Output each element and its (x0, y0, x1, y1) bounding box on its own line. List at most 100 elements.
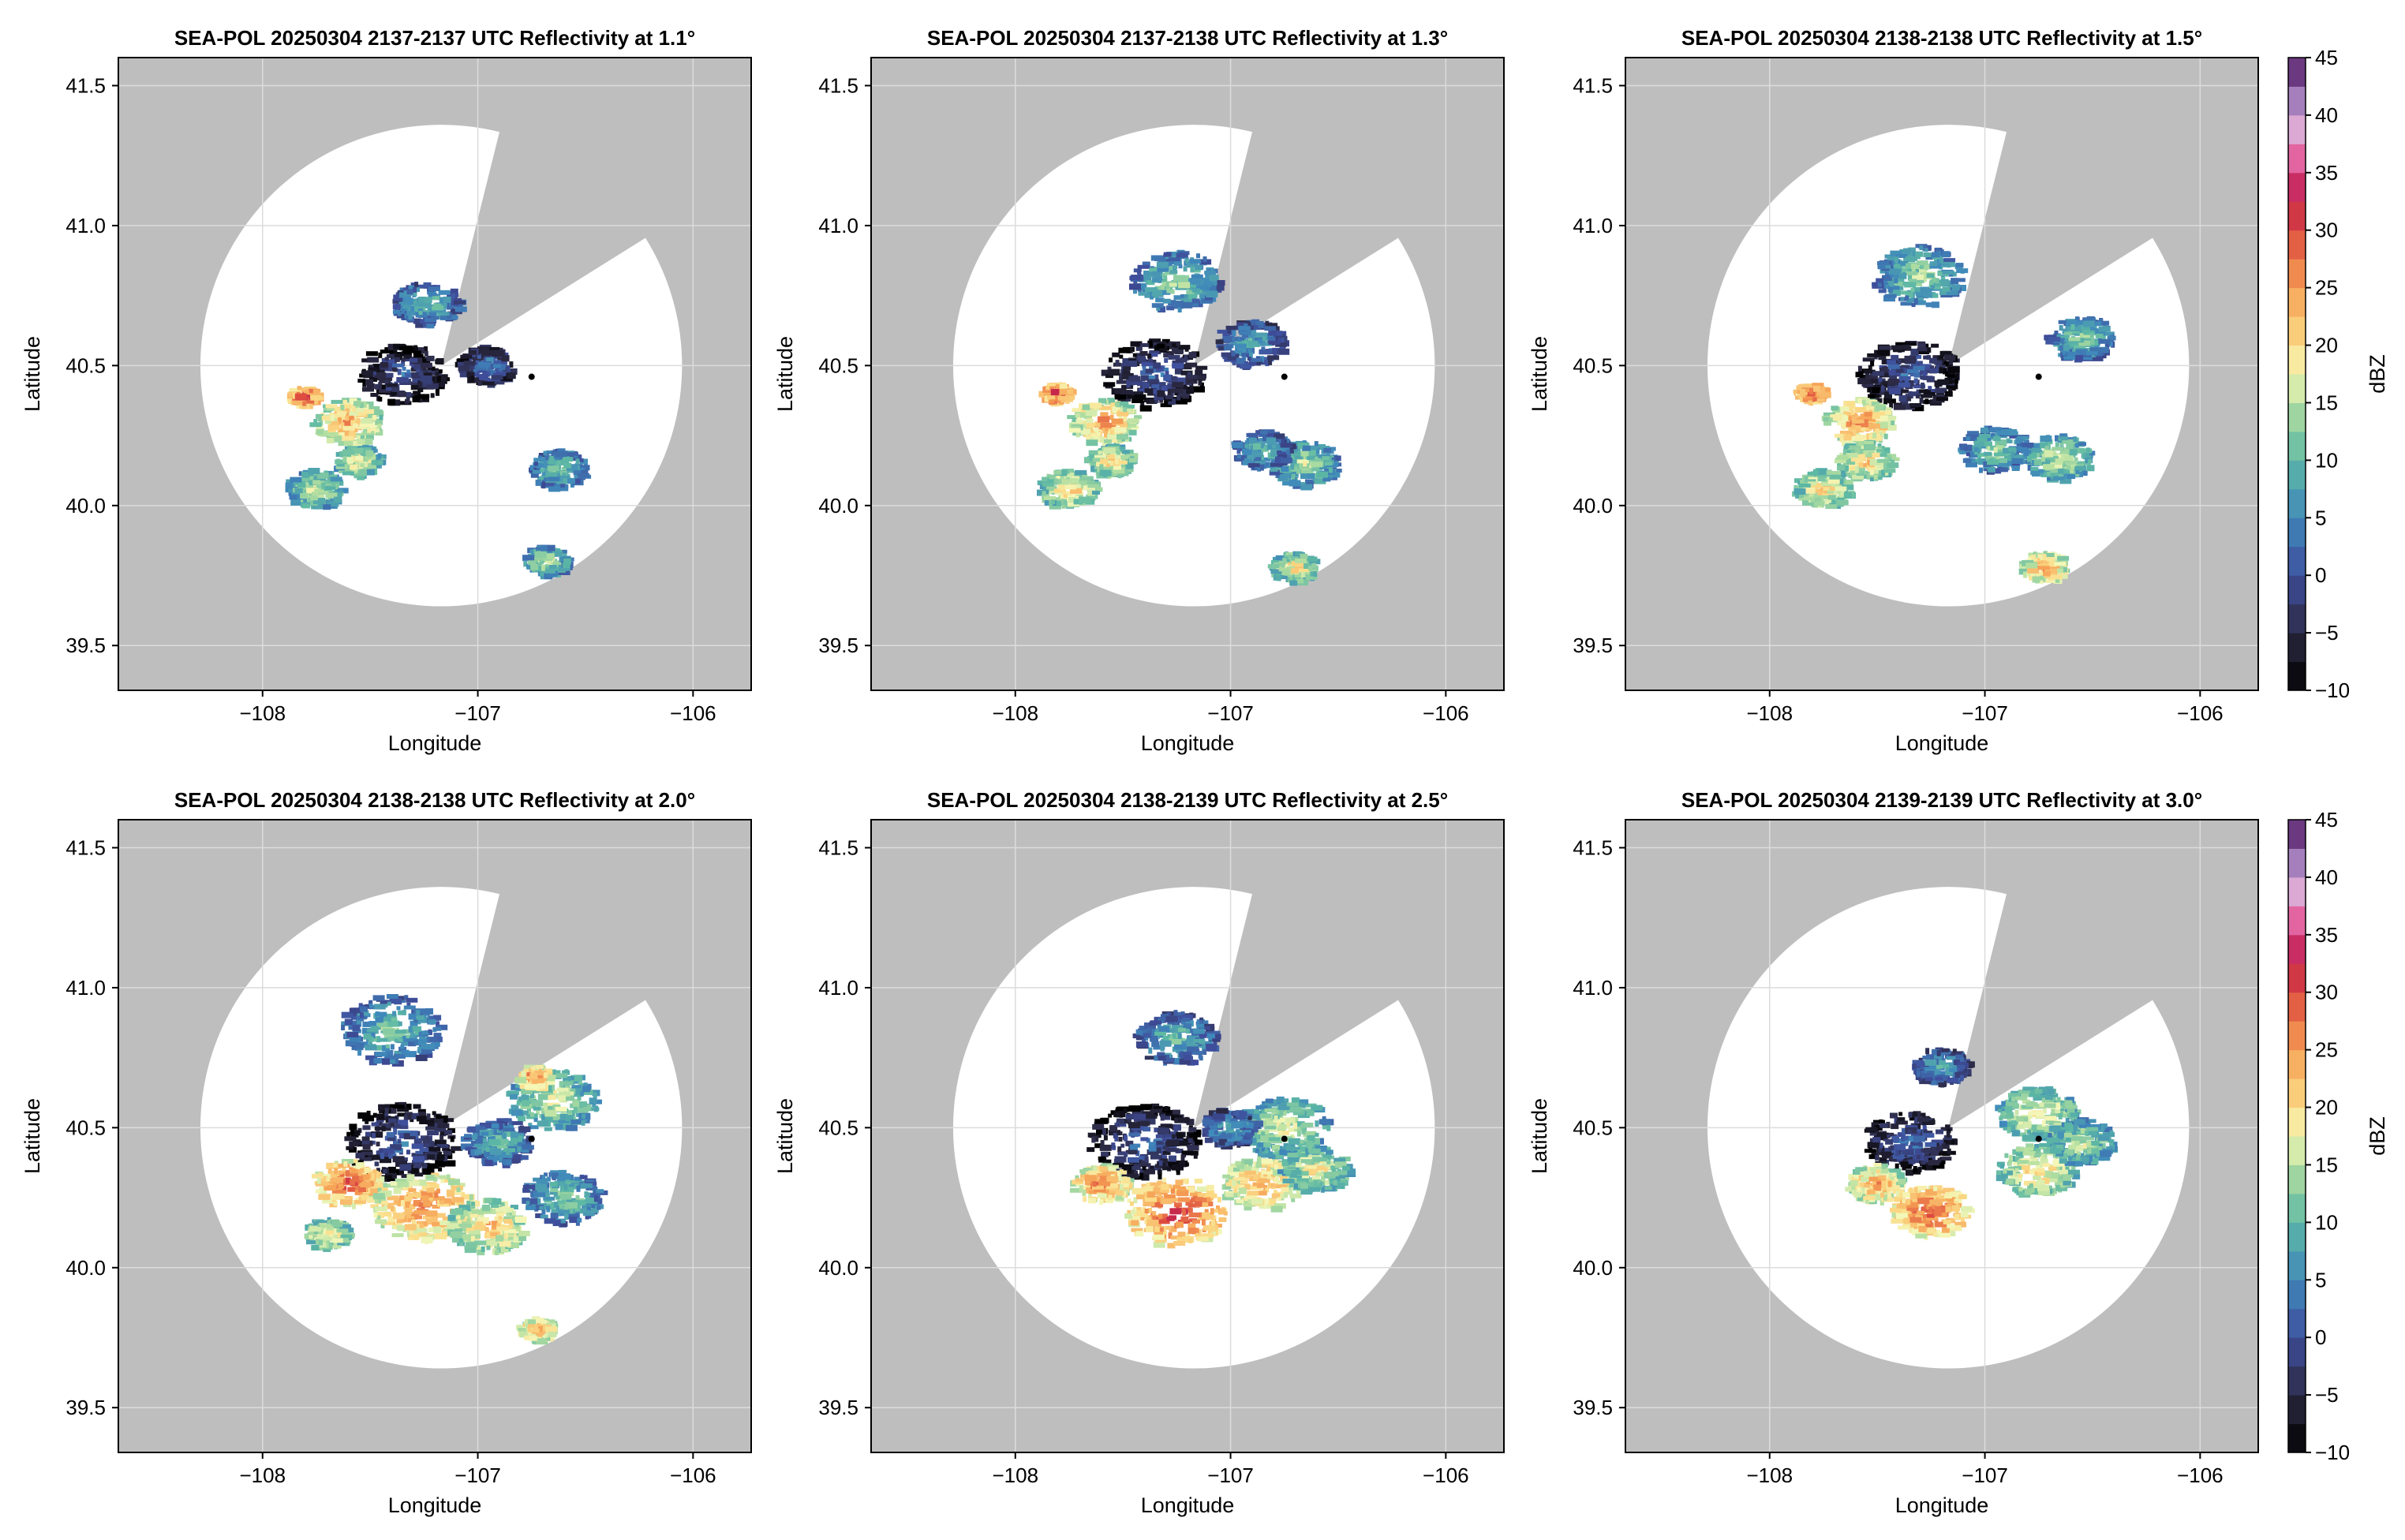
plot-area (118, 820, 751, 1452)
echo-cell (2067, 465, 2071, 470)
echo-cell (418, 398, 423, 403)
echo-cell (388, 1154, 393, 1159)
echo-cell (1942, 271, 1954, 275)
echo-cell (1943, 354, 1956, 361)
echo-cell (365, 379, 373, 386)
echo-cell (362, 409, 375, 414)
echo-cell (1291, 473, 1296, 480)
echo-cell (2032, 471, 2040, 477)
echo-cell (2074, 443, 2079, 448)
echo-cell (350, 1142, 359, 1147)
echo-cell (1057, 389, 1061, 394)
echo-cell (298, 471, 303, 477)
echo-cell (1258, 323, 1270, 329)
echo-cell (1241, 353, 1246, 357)
echo-cell (1812, 385, 1821, 392)
echo-cell (1118, 413, 1123, 420)
echo-cell (2109, 335, 2114, 339)
echo-cell (384, 1104, 397, 1110)
echo-cluster (1215, 319, 1290, 370)
echo-cell (315, 1189, 320, 1194)
echo-cell (2015, 437, 2024, 444)
echo-cell (290, 499, 303, 506)
echo-cell (1809, 399, 1822, 405)
echo-cell (378, 352, 383, 358)
echo-cell (1848, 436, 1857, 441)
echo-cell (1141, 361, 1154, 367)
echo-cell (410, 298, 422, 305)
echo-cell (313, 503, 325, 510)
echo-cell (1092, 458, 1105, 462)
echo-cell (1989, 427, 2002, 432)
echo-cell (1274, 331, 1283, 338)
echo-cell (2036, 448, 2040, 453)
echo-cell (2005, 429, 2018, 435)
echo-cell (1188, 352, 1197, 359)
echo-cell (2021, 448, 2029, 454)
echo-cell (1138, 291, 1146, 296)
echo-cell (2058, 460, 2070, 467)
echo-cell (450, 1136, 454, 1142)
echo-cell (302, 503, 310, 509)
echo-cell (463, 361, 476, 366)
echo-cell (1860, 427, 1872, 432)
echo-cell (384, 1112, 389, 1116)
echo-cell (1898, 268, 1909, 272)
echo-cell (359, 402, 364, 409)
echo-cell (422, 358, 431, 363)
echo-cell (418, 297, 427, 303)
echo-cell (1846, 411, 1851, 416)
echo-cell (1897, 389, 1909, 394)
echo-cell (2043, 551, 2048, 556)
echo-cell (1282, 479, 1295, 486)
echo-cell (1926, 355, 1931, 360)
echo-cell (1161, 367, 1169, 372)
echo-cell (1837, 436, 1842, 441)
echo-cell (1277, 575, 1281, 581)
echo-cell (361, 370, 373, 376)
echo-cell (1996, 431, 2009, 435)
echo-cell (1904, 377, 1909, 383)
echo-cell (1062, 492, 1067, 496)
echo-cell (1829, 471, 1842, 477)
echo-cell (1277, 450, 1289, 454)
echo-cell (1973, 443, 1982, 447)
echo-cell (378, 1104, 391, 1111)
echo-cell (1887, 359, 1899, 365)
echo-cell (1909, 391, 1921, 397)
echo-cell (1821, 482, 1834, 487)
echo-cell (1887, 286, 1900, 293)
echo-cell (2078, 324, 2090, 330)
echo-cell (1878, 356, 1887, 361)
echo-cell (2080, 448, 2093, 454)
echo-cell (439, 297, 443, 304)
echo-cell (2054, 562, 2067, 566)
echo-cell (1177, 306, 1182, 313)
echo-cell (1051, 500, 1064, 506)
echo-cell (367, 357, 380, 363)
echo-cell (1270, 560, 1279, 564)
echo-cell (1919, 364, 1932, 369)
echo-cell (424, 350, 428, 357)
echo-cell (1888, 287, 1893, 293)
echo-cell (324, 480, 328, 485)
echo-cell (362, 1144, 371, 1150)
echo-cell (327, 424, 340, 431)
echo-cell (1919, 398, 1924, 404)
echo-cell (2067, 351, 2079, 357)
echo-cell (1946, 290, 1958, 296)
echo-cell (1839, 430, 1852, 436)
echo-cell (1898, 383, 1910, 387)
echo-cell (1864, 444, 1876, 450)
echo-cell (336, 411, 349, 417)
echo-cell (1238, 326, 1251, 331)
echo-cell (357, 1112, 370, 1119)
echo-cell (1898, 394, 1907, 402)
echo-cell (435, 387, 439, 393)
echo-cell (1145, 287, 1157, 293)
echo-cell (1202, 256, 1207, 262)
echo-cell (2056, 335, 2061, 339)
echo-cell (1291, 568, 1300, 574)
echo-cell (1142, 382, 1150, 389)
echo-cell (1928, 386, 1932, 391)
